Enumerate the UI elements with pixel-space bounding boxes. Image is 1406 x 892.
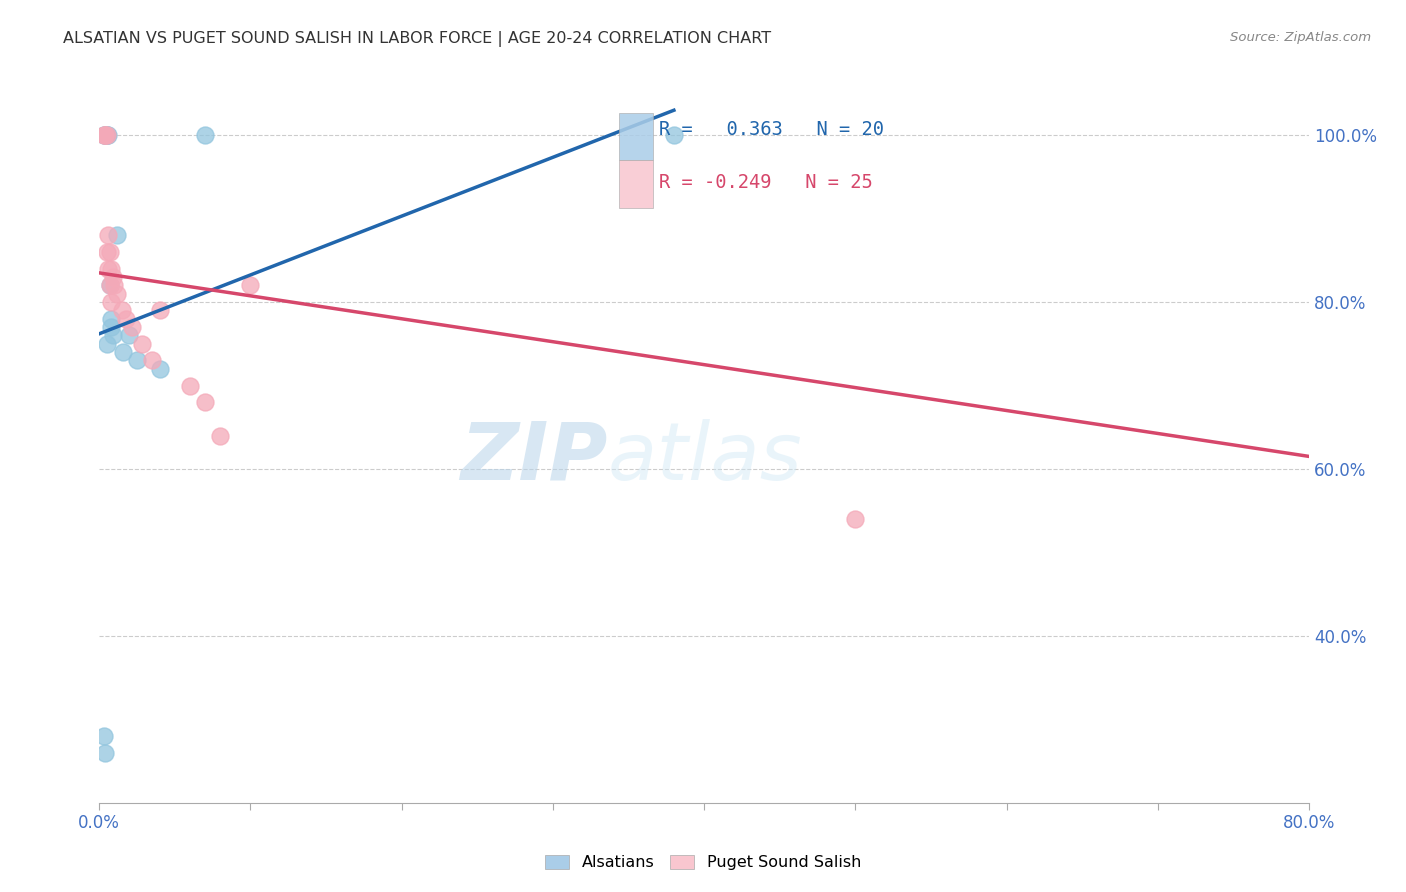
Point <box>141 353 163 368</box>
Point <box>844 512 866 526</box>
Point <box>179 378 201 392</box>
Point <box>100 261 122 276</box>
Point <box>125 353 148 368</box>
Point <box>194 128 217 143</box>
Text: ZIP: ZIP <box>460 418 607 497</box>
Point <box>239 278 262 293</box>
Point <box>96 336 118 351</box>
Point <box>98 278 121 293</box>
Point <box>98 245 121 260</box>
Point <box>112 345 135 359</box>
Point <box>93 729 115 743</box>
Point <box>98 278 121 293</box>
Point <box>97 261 120 276</box>
Text: ALSATIAN VS PUGET SOUND SALISH IN LABOR FORCE | AGE 20-24 CORRELATION CHART: ALSATIAN VS PUGET SOUND SALISH IN LABOR … <box>63 31 772 47</box>
Point <box>96 128 118 143</box>
Point <box>94 128 117 143</box>
Point <box>105 286 128 301</box>
Point <box>100 295 122 310</box>
Point <box>103 278 125 293</box>
Text: R =   0.363   N = 20: R = 0.363 N = 20 <box>659 120 884 139</box>
Point <box>209 428 232 442</box>
Point <box>149 303 172 318</box>
Point <box>93 128 115 143</box>
Point <box>131 336 153 351</box>
Point <box>121 320 143 334</box>
Legend: Alsatians, Puget Sound Salish: Alsatians, Puget Sound Salish <box>538 848 868 877</box>
Point <box>194 395 217 409</box>
Point <box>94 746 117 760</box>
Point <box>94 128 117 143</box>
Point <box>94 128 117 143</box>
Point <box>149 361 172 376</box>
Point <box>96 128 118 143</box>
Point <box>97 228 120 243</box>
Point <box>94 128 117 143</box>
Point <box>96 245 118 260</box>
Point <box>100 320 122 334</box>
Point <box>118 328 141 343</box>
Text: atlas: atlas <box>607 418 801 497</box>
Point <box>105 228 128 243</box>
Point <box>111 303 134 318</box>
Point <box>93 128 115 143</box>
Point <box>101 270 124 285</box>
Point <box>115 311 138 326</box>
Point <box>100 311 122 326</box>
Point <box>97 128 120 143</box>
Point <box>101 328 124 343</box>
FancyBboxPatch shape <box>620 112 654 161</box>
Text: Source: ZipAtlas.com: Source: ZipAtlas.com <box>1230 31 1371 45</box>
FancyBboxPatch shape <box>620 161 654 208</box>
Text: R = -0.249   N = 25: R = -0.249 N = 25 <box>659 173 873 192</box>
Point <box>96 128 118 143</box>
Point <box>662 128 685 143</box>
